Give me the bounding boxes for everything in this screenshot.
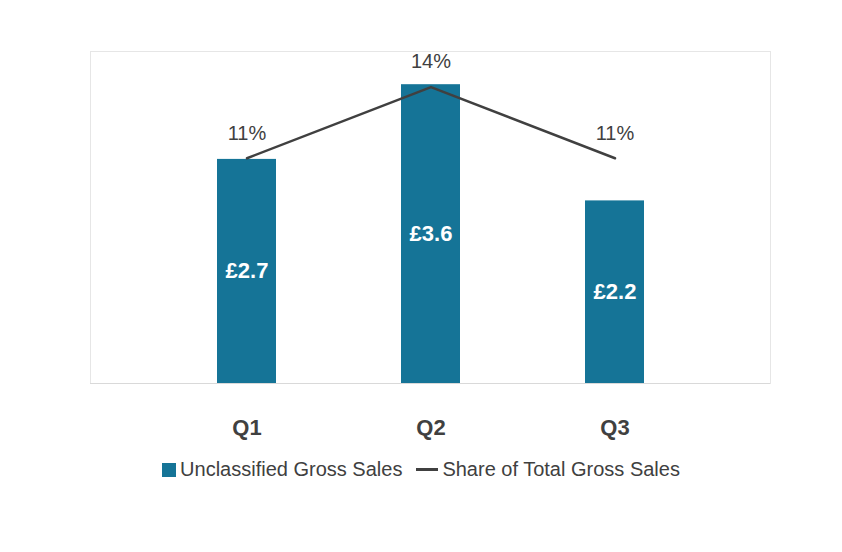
svg-text:£2.7: £2.7	[226, 258, 269, 283]
svg-text:11%: 11%	[228, 122, 267, 144]
svg-text:£2.2: £2.2	[594, 279, 637, 304]
svg-text:Q2: Q2	[416, 415, 445, 440]
svg-text:£3.6: £3.6	[410, 221, 453, 246]
svg-text:Q3: Q3	[600, 415, 629, 440]
html-text:Share of Total Gross Sales: Share of Total Gross Sales	[442, 458, 680, 480]
svg-text:Q1: Q1	[232, 415, 261, 440]
svg-text:14%: 14%	[411, 50, 451, 72]
html-text:Unclassified Gross Sales: Unclassified Gross Sales	[180, 458, 403, 480]
svg-text:11%: 11%	[596, 122, 635, 144]
